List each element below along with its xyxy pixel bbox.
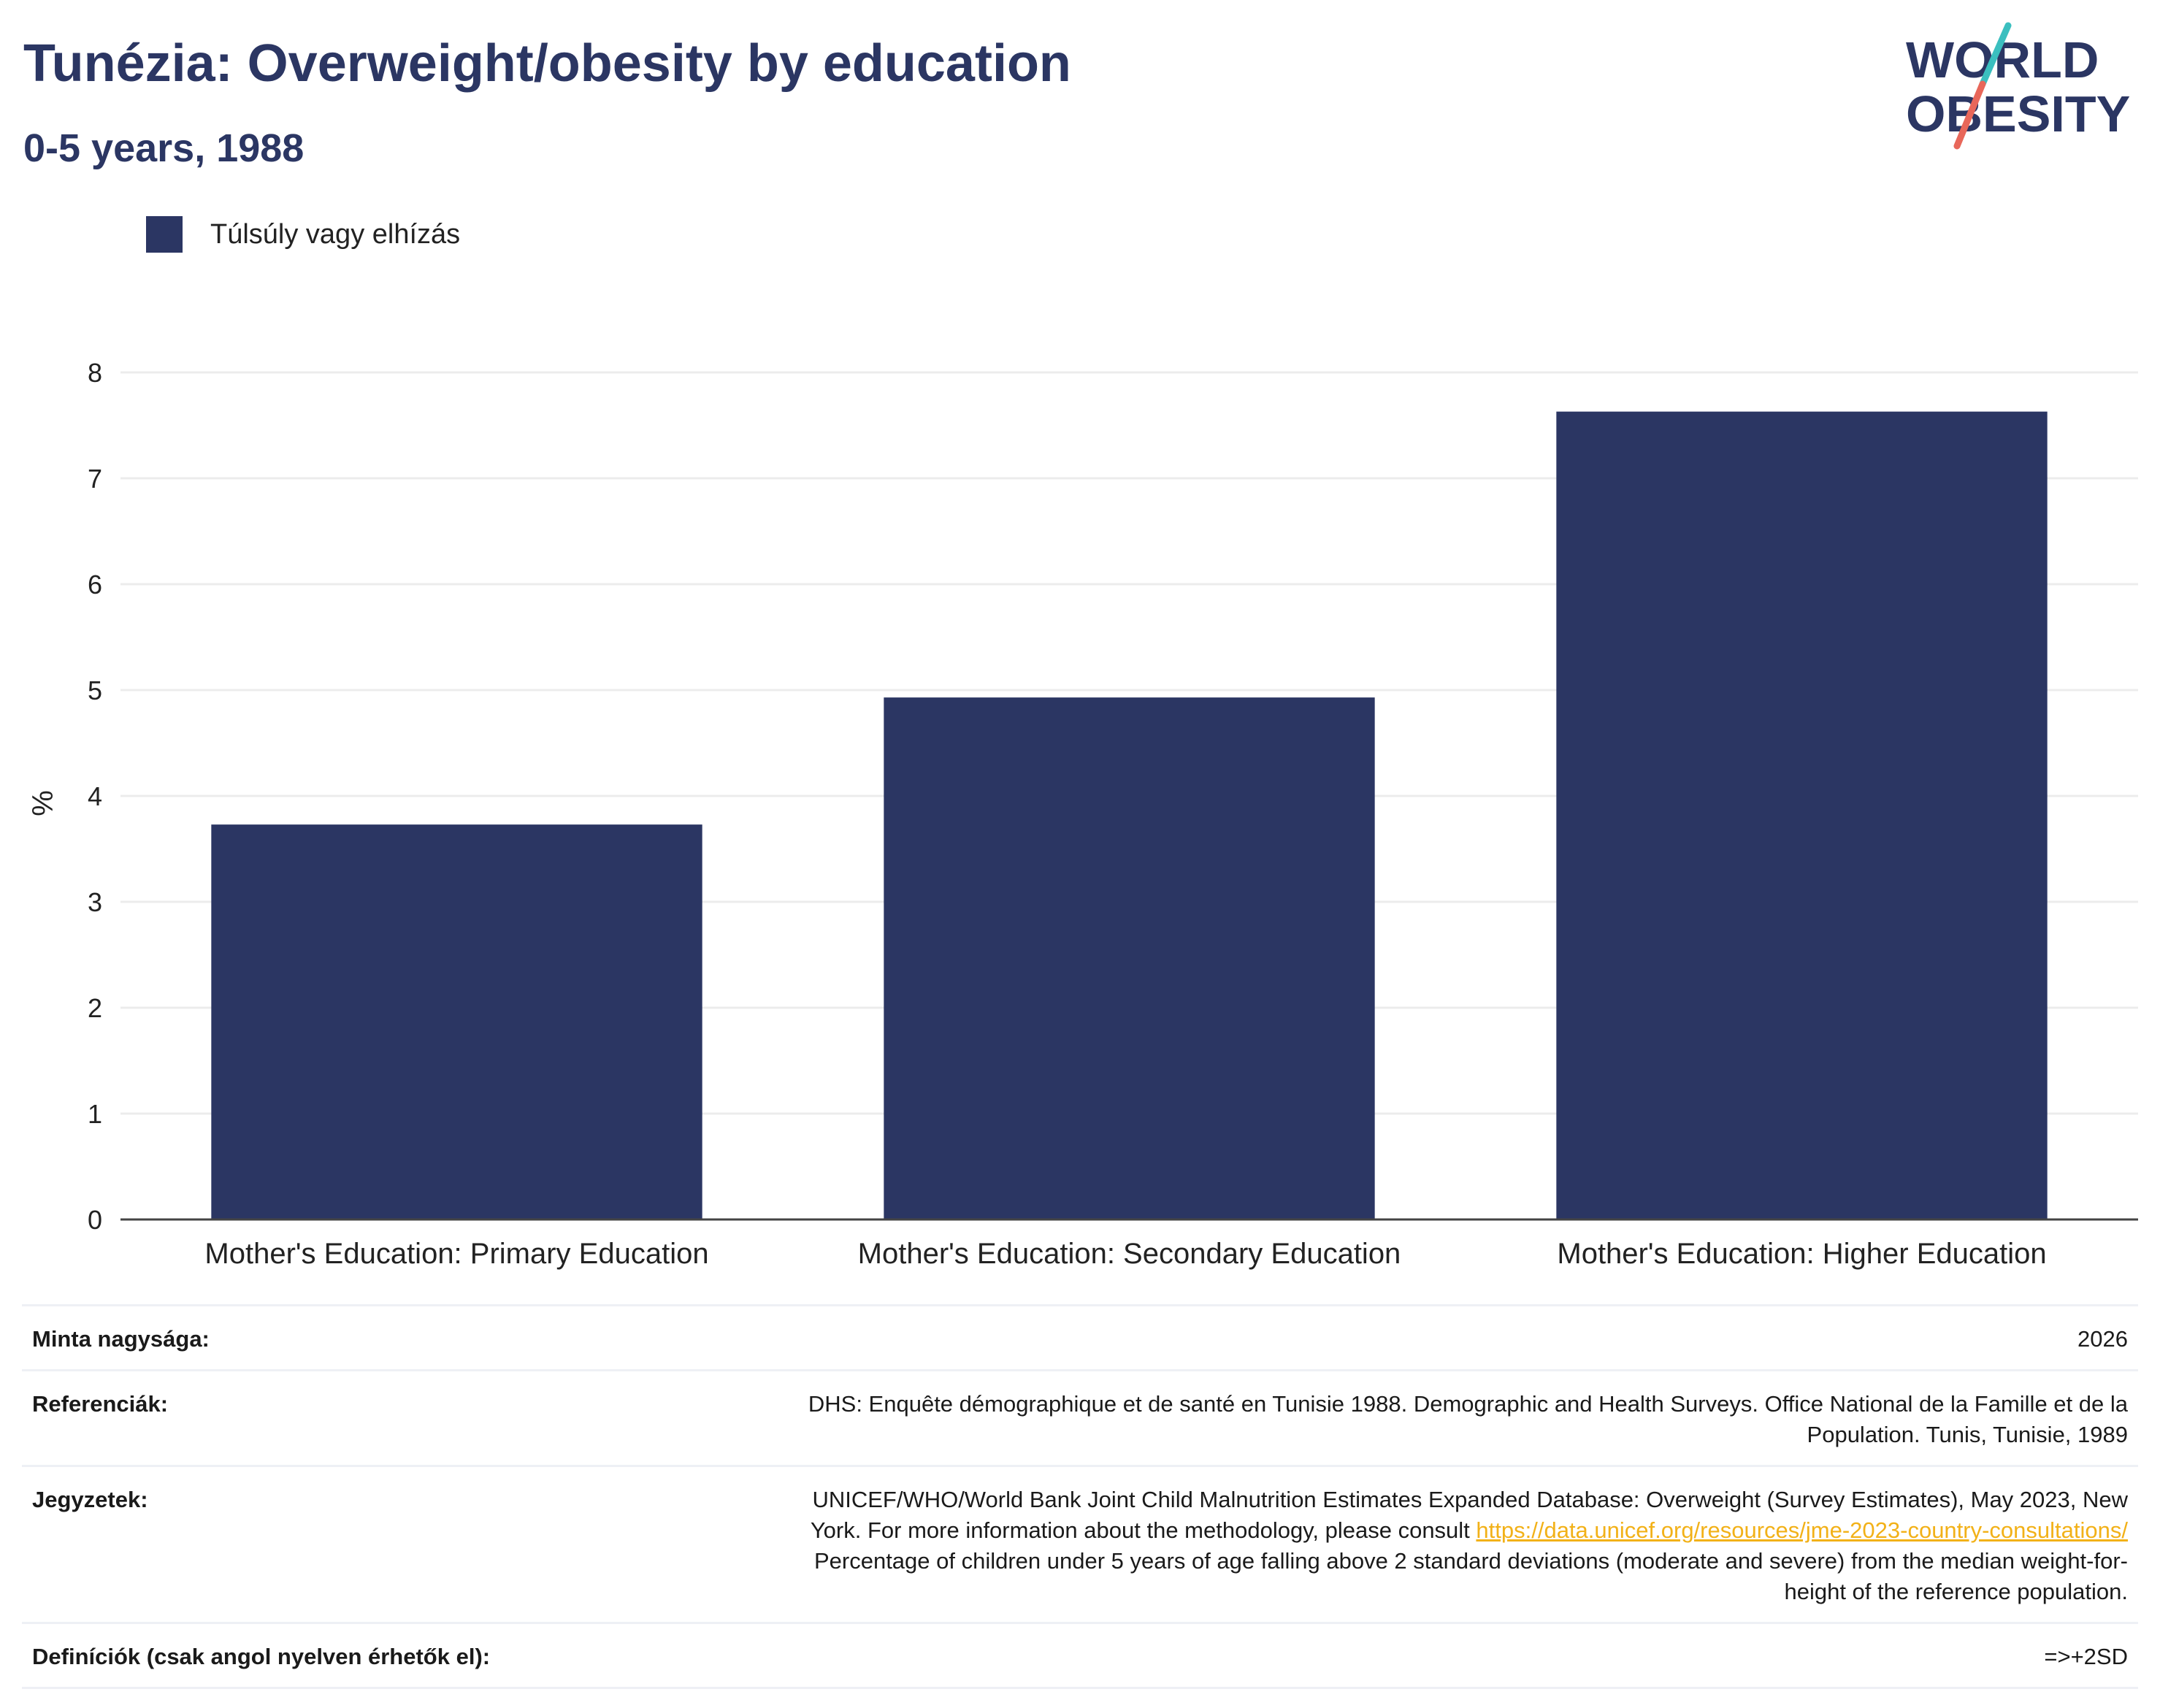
sample-size-label: Minta nagysága: — [32, 1326, 210, 1352]
x-category-labels: Mother's Education: Primary Education Mot… — [204, 1238, 2046, 1270]
world-obesity-logo: WORLD OBESITY — [1906, 22, 2130, 150]
y-axis-label: % — [27, 790, 59, 816]
notes-line1: UNICEF/WHO/World Bank Joint Child Malnut… — [812, 1487, 2128, 1512]
notes-value: UNICEF/WHO/World Bank Joint Child Malnut… — [597, 1466, 2138, 1623]
chart-legend[interactable]: Túlsúly vagy elhízás — [146, 216, 460, 253]
logo-line2: OBESITY — [1906, 85, 2130, 142]
y-tick-label: 2 — [88, 993, 102, 1023]
logo-coral-slash — [1953, 80, 1986, 150]
legend-label: Túlsúly vagy elhízás — [210, 218, 461, 250]
references-line1: DHS: Enquête démographique et de santé e… — [808, 1391, 2128, 1417]
logo-teal-slash — [1979, 22, 2012, 88]
info-row-sample-size: Minta nagysága: 2026 — [22, 1305, 2138, 1371]
y-tick-label: 7 — [88, 464, 102, 494]
notes-line3: Percentage of children under 5 years of … — [813, 1548, 2128, 1574]
bar-2 — [1556, 411, 2048, 1219]
notes-label: Jegyzetek: — [32, 1487, 148, 1512]
page-subtitle: 0-5 years, 1988 — [23, 126, 305, 170]
y-tick-label: 8 — [88, 358, 102, 388]
y-tick-label: 1 — [88, 1099, 102, 1129]
notes-line4: height of the reference population. — [1784, 1579, 2128, 1604]
references-value: DHS: Enquête démographique et de santé e… — [597, 1371, 2138, 1466]
bars — [211, 411, 2048, 1219]
y-tick-label: 3 — [88, 887, 102, 917]
bar-chart: 0 1 2 3 4 5 6 7 8 Mother's Education: Primary Ed… — [27, 358, 2138, 1270]
notes-line2-prefix: York. For more information about the met… — [810, 1517, 1477, 1543]
info-row-definitions: Definíciók (csak angol nyelven érhetők e… — [22, 1623, 2138, 1688]
y-tick-labels: 0 1 2 3 4 5 6 7 8 — [88, 358, 102, 1235]
y-tick-label: 6 — [88, 570, 102, 600]
references-line2: Population. Tunis, Tunisie, 1989 — [1807, 1422, 2128, 1447]
methodology-link[interactable]: https://data.unicef.org/resources/jme-20… — [1476, 1517, 2128, 1543]
references-label: Referenciák: — [32, 1391, 169, 1417]
definitions-label: Definíciók (csak angol nyelven érhetők e… — [32, 1644, 491, 1669]
page-title: Tunézia: Overweight/obesity by education — [23, 34, 1071, 93]
y-tick-label: 0 — [88, 1205, 102, 1235]
info-table: Minta nagysága: 2026 Referenciák: DHS: E… — [22, 1304, 2138, 1689]
sample-size-value: 2026 — [2077, 1326, 2128, 1352]
info-row-references: Referenciák: DHS: Enquête démographique … — [22, 1370, 2138, 1466]
y-tick-label: 4 — [88, 781, 102, 811]
legend-swatch — [146, 216, 183, 253]
definitions-value: =>+2SD — [2044, 1644, 2128, 1669]
y-tick-label: 5 — [88, 675, 102, 705]
category-label-2: Mother's Education: Higher Education — [1557, 1238, 2046, 1270]
bar-1 — [884, 697, 1375, 1219]
info-row-notes: Jegyzetek: UNICEF/WHO/World Bank Joint C… — [22, 1466, 2138, 1623]
category-label-1: Mother's Education: Secondary Education — [858, 1238, 1401, 1270]
category-label-0: Mother's Education: Primary Education — [204, 1238, 708, 1270]
bar-0 — [211, 824, 702, 1219]
